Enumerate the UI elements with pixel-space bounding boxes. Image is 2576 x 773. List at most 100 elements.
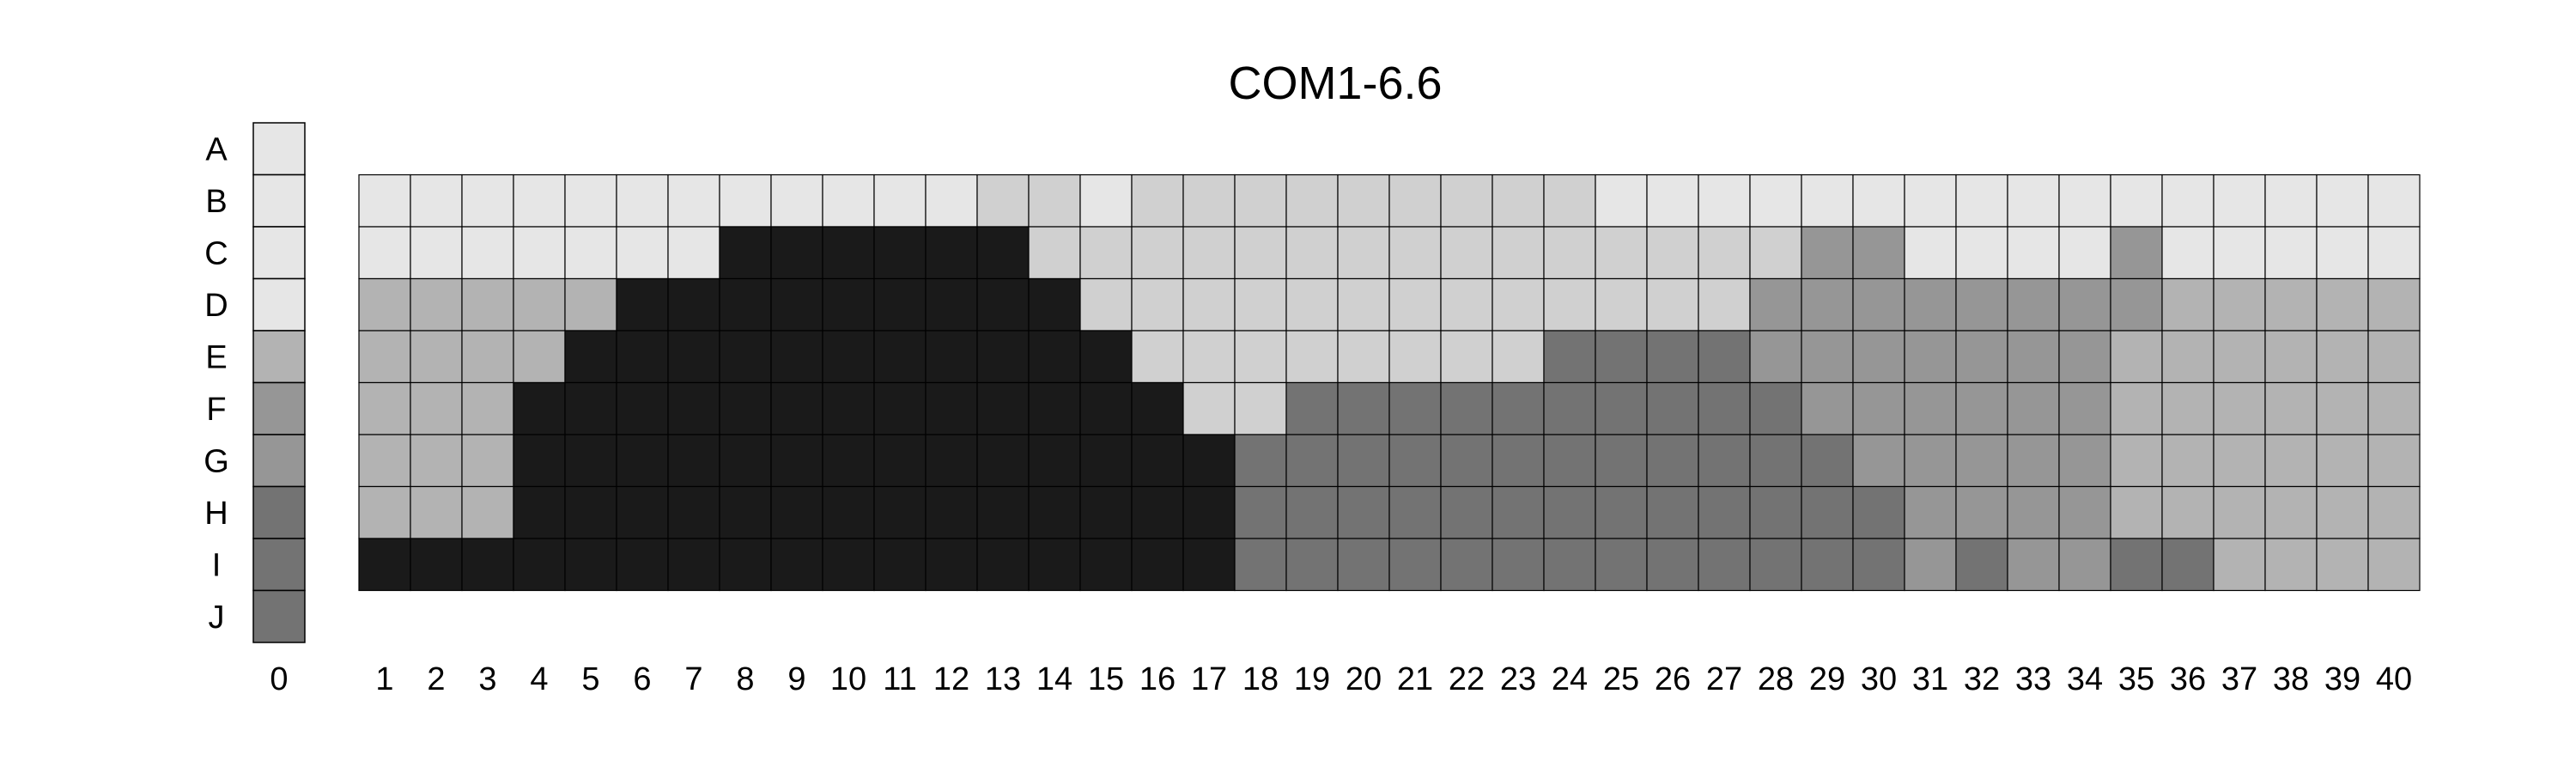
heatmap-cell [2007,538,2060,592]
heatmap-cell [1131,434,1184,488]
row-label-c: C [204,235,228,271]
heatmap-cell [461,173,514,228]
heatmap-cell [667,226,720,280]
heatmap-cell [1492,226,1545,280]
heatmap-cell [616,381,669,435]
heatmap-cell [2367,381,2421,435]
heatmap-cell [770,485,823,539]
heatmap-cell [976,173,1030,228]
heatmap-cell [976,277,1030,332]
heatmap-cell [1440,173,1493,228]
heatmap-cell [1595,277,1648,332]
heatmap-cell [410,485,463,539]
heatmap-cell [2110,173,2163,228]
heatmap-cell [513,485,566,539]
heatmap-cell [1955,485,2008,539]
heatmap-cell [2110,434,2163,488]
heatmap-cell [410,538,463,592]
heatmap-cell [770,381,823,435]
heatmap-cell [1440,226,1493,280]
heatmap-cell [719,226,772,280]
heatmap-cell [564,434,617,488]
heatmap-cell [1852,538,1905,592]
heatmap-cell [1543,434,1596,488]
heatmap-cell [358,277,411,332]
heatmap-cell [1749,381,1802,435]
row-label-d: D [204,288,228,324]
heatmap-cell [2316,173,2369,228]
heatmap-cell [719,330,772,384]
heatmap-cell [2110,538,2163,592]
heatmap-cell [1182,173,1236,228]
row-label-i: I [212,547,222,583]
heatmap-cell [873,330,927,384]
heatmap-cell [1595,434,1648,488]
row-label-a: A [205,131,228,167]
heatmap-cell [410,226,463,280]
heatmap-cell [1543,381,1596,435]
heatmap-cell [770,330,823,384]
heatmap-cell [2058,277,2111,332]
heatmap-cell [667,485,720,539]
heatmap-cell [616,434,669,488]
column-label-7: 7 [684,661,702,697]
heatmap-cell [2367,485,2421,539]
heatmap-cell [1079,381,1133,435]
row-label-h: H [204,496,228,532]
heatmap-cell [1698,381,1751,435]
heatmap-cell [2213,538,2266,592]
heatmap-cell [358,485,411,539]
chart-title: COM1-6.6 [1228,58,1442,109]
heatmap-cell [2161,538,2215,592]
heatmap-cell [1543,277,1596,332]
column-label-26: 26 [1655,661,1691,697]
heatmap-cell [719,434,772,488]
heatmap-cell [410,173,463,228]
heatmap-cell [2264,434,2318,488]
heatmap-cell [1182,381,1236,435]
heatmap-cell [2007,381,2060,435]
reference-cell [252,277,306,332]
heatmap-cell [2264,173,2318,228]
heatmap-cell [564,226,617,280]
heatmap-cell [564,330,617,384]
heatmap-cell [461,434,514,488]
heatmap-cell [1285,173,1339,228]
heatmap-cell [976,434,1030,488]
heatmap-cell [1234,226,1287,280]
reference-cell [252,173,306,228]
heatmap-cell [2007,330,2060,384]
heatmap-cell [1492,173,1545,228]
column-label-24: 24 [1552,661,1588,697]
heatmap-cell [1028,434,1081,488]
column-label-27: 27 [1706,661,1742,697]
heatmap-cell [1595,173,1648,228]
row-label-g: G [204,443,229,479]
heatmap-cell [822,538,875,592]
heatmap-cell [1234,538,1287,592]
heatmap-cell [1852,226,1905,280]
heatmap-cell [2213,277,2266,332]
heatmap-cell [1595,330,1648,384]
heatmap-cell [2264,485,2318,539]
heatmap-cell [461,226,514,280]
column-label-32: 32 [1964,661,2000,697]
heatmap-cell [1492,485,1545,539]
heatmap-cell [2316,330,2369,384]
heatmap-cell [461,277,514,332]
heatmap-cell [2110,330,2163,384]
heatmap-cell [1131,485,1184,539]
column-label-4: 4 [530,661,548,697]
heatmap-cell [1904,434,1957,488]
heatmap-cell [2264,277,2318,332]
heatmap-cell [1182,277,1236,332]
heatmap-cell [1801,330,1854,384]
heatmap-cell [2161,434,2215,488]
heatmap-cell [667,277,720,332]
row-label-e: E [205,339,227,375]
column-label-3: 3 [478,661,496,697]
heatmap-cell [616,226,669,280]
heatmap-cell [873,173,927,228]
heatmap-cell [1440,434,1493,488]
heatmap-cell [1337,381,1390,435]
